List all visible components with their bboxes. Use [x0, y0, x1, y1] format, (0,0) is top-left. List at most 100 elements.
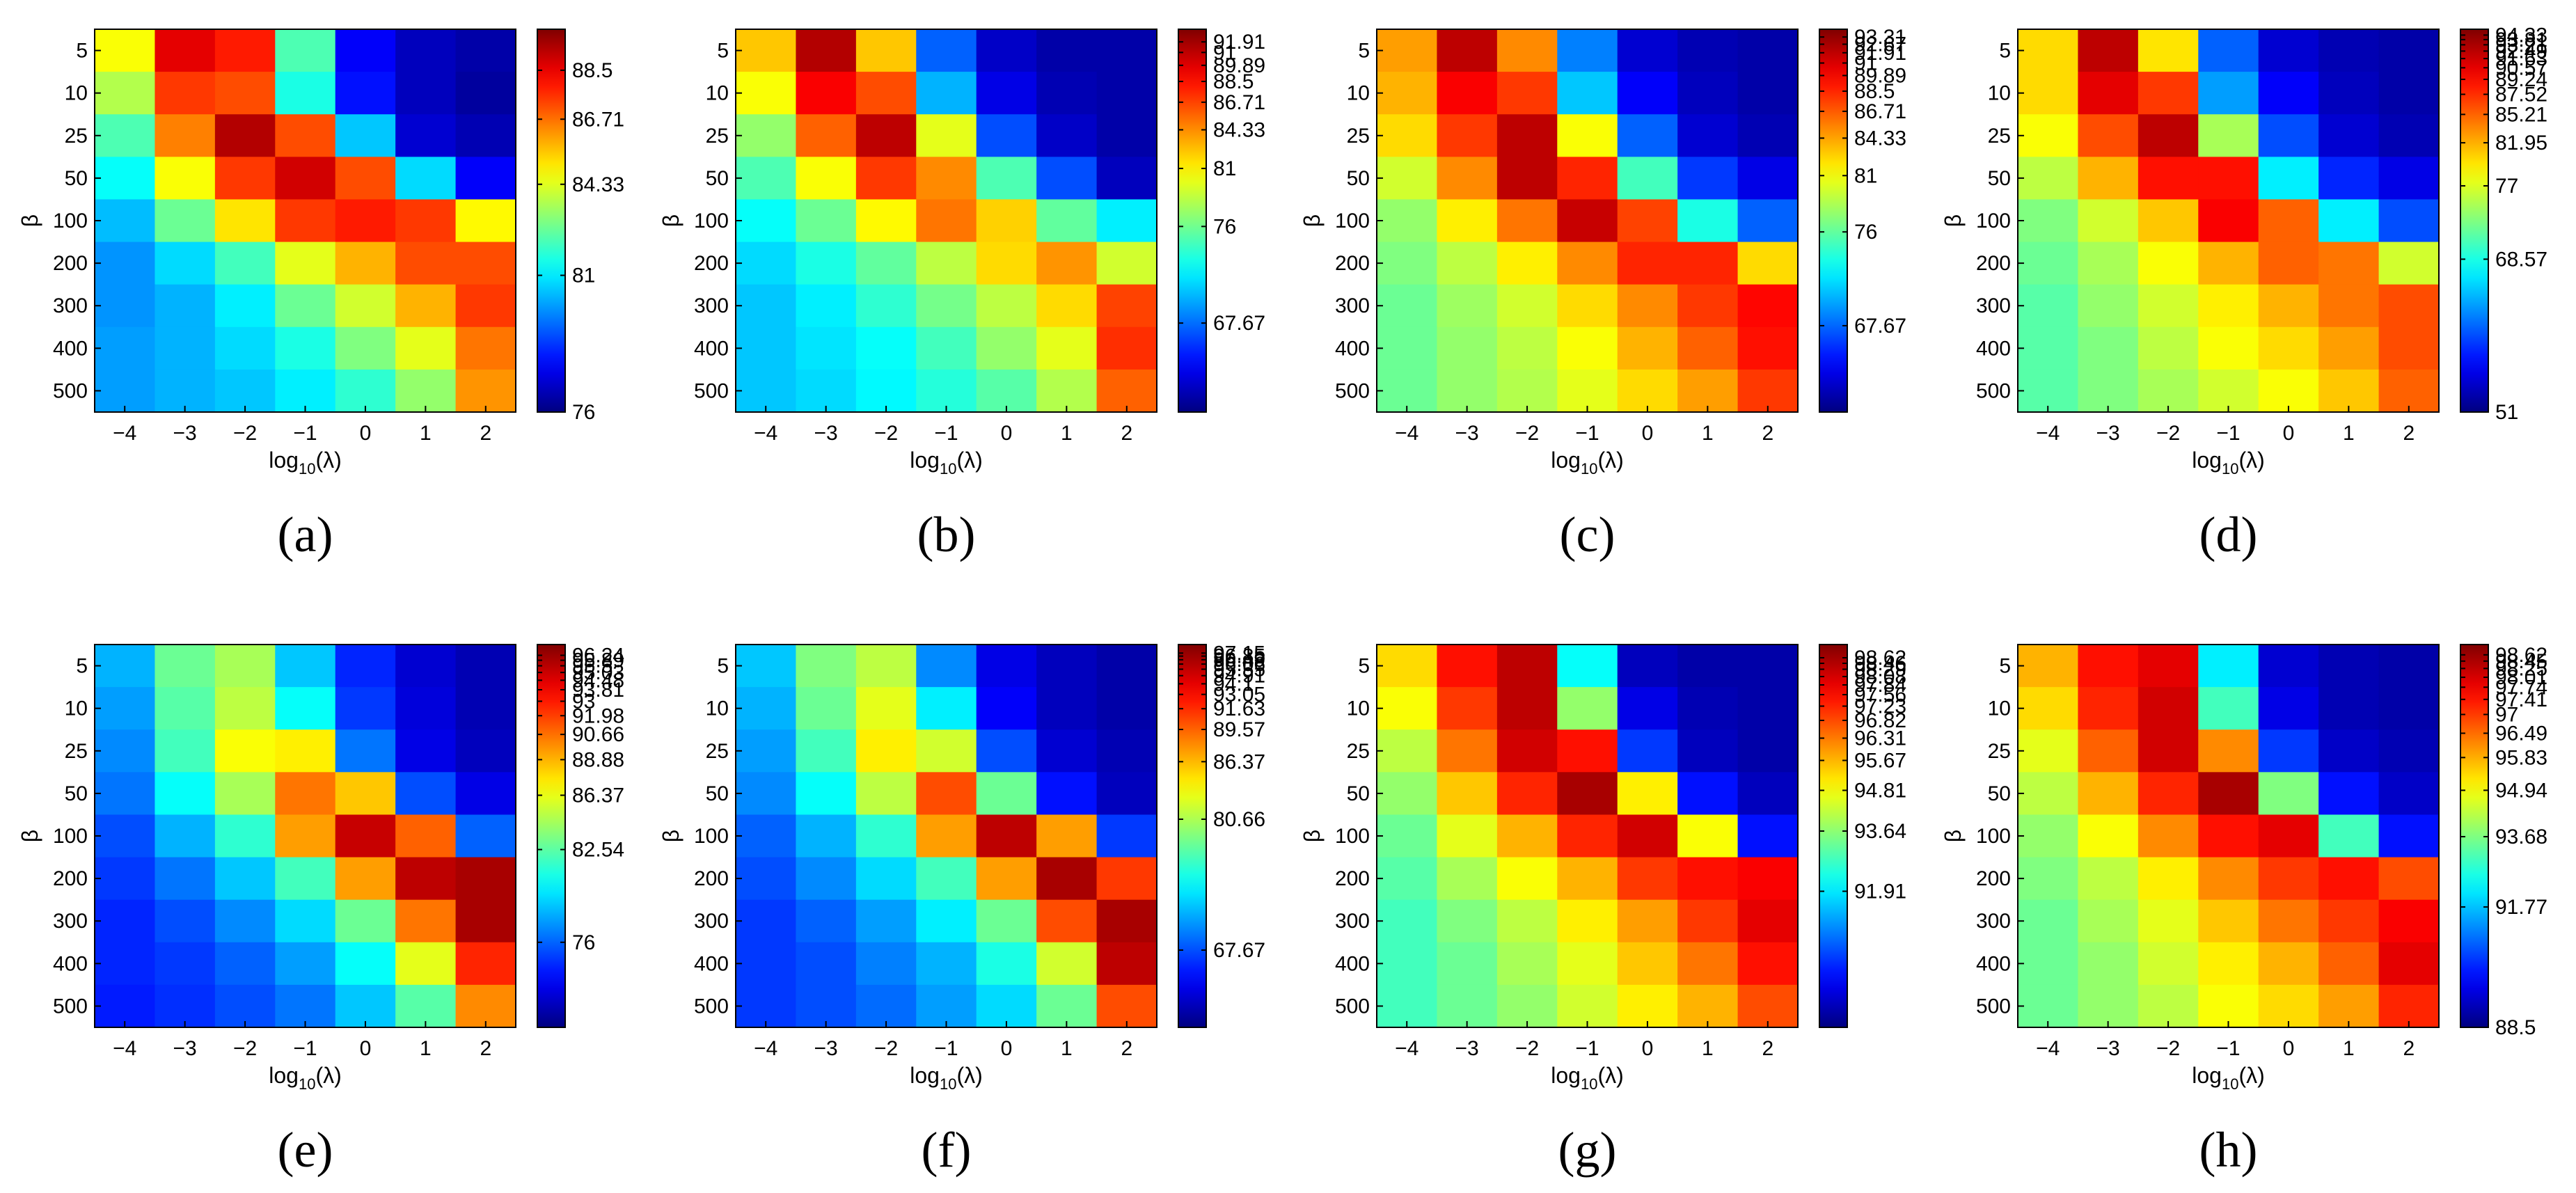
heatmap-cell: [2258, 29, 2319, 72]
heatmap-cell: [1496, 284, 1558, 328]
y-tick-label: 200: [694, 867, 729, 890]
heatmap-cell: [1096, 199, 1157, 243]
x-tick-label: −3: [1455, 422, 1479, 445]
colorbar-tick-label: 96.85: [1213, 645, 1265, 668]
heatmap-cell: [95, 814, 156, 858]
x-tick-label: −1: [934, 422, 958, 445]
heatmap-cell: [155, 157, 216, 200]
colorbar-tick-label: 82.54: [572, 839, 624, 862]
colorbar-tick-label: 98.29: [1854, 658, 1906, 681]
heatmap-cell: [976, 157, 1037, 200]
y-tick-label: 500: [53, 379, 88, 402]
colorbar-tick-label: 90.57: [2495, 56, 2547, 79]
heatmap-cell: [1036, 284, 1098, 328]
heatmap-cell: [2258, 687, 2319, 730]
heatmap-cell: [95, 984, 156, 1028]
colorbar-tick-label: 93.21: [2495, 33, 2547, 56]
heatmap-cell: [2378, 772, 2440, 816]
heatmap-cell: [1437, 72, 1498, 115]
x-tick-label: −4: [2036, 1037, 2060, 1060]
y-tick-label: 25: [65, 740, 88, 763]
heatmap-cell: [155, 199, 216, 243]
heatmap-cell: [155, 687, 216, 730]
colorbar-tick-label: 67.67: [1854, 315, 1906, 338]
heatmap-cell: [855, 729, 917, 773]
heatmap-cell: [1557, 284, 1618, 328]
heatmap-cell: [1617, 157, 1678, 200]
x-tick-label: −4: [113, 422, 136, 445]
y-tick-label: 25: [1988, 125, 2011, 148]
x-tick-label: −3: [1455, 1037, 1479, 1060]
y-tick-label: 500: [1335, 995, 1370, 1018]
heatmap-cell: [1377, 942, 1438, 986]
x-tick-label: −4: [1395, 1037, 1419, 1060]
heatmap-cell: [2018, 157, 2079, 200]
heatmap-cell: [275, 899, 336, 943]
heatmap-cell: [736, 72, 797, 115]
heatmap-cell: [275, 199, 336, 243]
heatmap-cell: [1036, 687, 1098, 730]
heatmap-cell: [736, 326, 797, 370]
colorbar-tick-label: 96.31: [1854, 727, 1906, 750]
heatmap-cell: [455, 29, 516, 72]
heatmap-cell: [2378, 857, 2440, 901]
heatmap-cell: [275, 369, 336, 413]
x-tick-label: −2: [1515, 1037, 1539, 1060]
heatmap-cell: [275, 157, 336, 200]
x-axis-label: log10(λ): [2192, 1063, 2265, 1093]
heatmap-cell: [335, 857, 396, 901]
y-tick-label: 500: [1335, 379, 1370, 402]
x-axis-label-argument: (λ): [315, 448, 341, 473]
heatmap-cell: [976, 242, 1037, 285]
y-tick-label: 10: [1988, 82, 2011, 105]
heatmap-cell: [736, 645, 797, 688]
heatmap-cell: [95, 157, 156, 200]
heatmap-cell: [916, 729, 977, 773]
heatmap-cell: [395, 242, 457, 285]
heatmap-cell: [1377, 199, 1438, 243]
heatmap-cell: [455, 729, 516, 773]
y-tick-label: 500: [694, 995, 729, 1018]
colorbar-tick-label: 91.77: [2495, 896, 2547, 919]
heatmap-cell: [855, 369, 917, 413]
x-tick-label: −2: [233, 422, 257, 445]
heatmap-cell: [214, 942, 276, 986]
heatmap-cell: [2198, 729, 2259, 773]
heatmap-cell: [455, 114, 516, 157]
heatmap-cell: [796, 687, 857, 730]
heatmap-cell: [2078, 326, 2139, 370]
heatmap-cell: [1557, 729, 1618, 773]
heatmap-cell: [155, 772, 216, 816]
heatmap-cell: [1496, 857, 1558, 901]
heatmap-cell: [2198, 899, 2259, 943]
heatmap-cell: [736, 199, 797, 243]
heatmap-cell: [455, 857, 516, 901]
heatmap-cell: [335, 326, 396, 370]
heatmap-cell: [2258, 284, 2319, 328]
heatmap-cell: [976, 284, 1037, 328]
heatmap-cell: [395, 369, 457, 413]
heatmap-cell: [2138, 772, 2199, 816]
colorbar-frame: [1178, 29, 1207, 413]
heatmap-cell: [275, 29, 336, 72]
heatmap-cell: [2318, 687, 2380, 730]
heatmap-cell: [455, 645, 516, 688]
heatmap-cell: [1737, 687, 1799, 730]
heatmap-cell: [2378, 242, 2440, 285]
heatmap-cell: [976, 687, 1037, 730]
heatmap-cell: [855, 814, 917, 858]
heatmap-cell: [2378, 199, 2440, 243]
heatmap-cell: [155, 326, 216, 370]
y-tick-label: 50: [1347, 782, 1370, 805]
heatmap-cell: [1557, 29, 1618, 72]
heatmap-cell: [455, 687, 516, 730]
y-tick-label: 300: [1335, 294, 1370, 317]
colorbar-tick-label: 98.25: [2495, 657, 2547, 680]
heatmap-cell: [1036, 645, 1098, 688]
y-tick-label: 400: [1976, 952, 2011, 975]
heatmap-cell: [2378, 984, 2440, 1028]
colorbar-tick-label: 93.68: [2495, 825, 2547, 848]
heatmap-panel: −4 −3 −2 −1 0 1 25102550100200300400500log10(λ…: [658, 642, 1265, 1178]
heatmap-cell: [1036, 369, 1098, 413]
heatmap-panel: −4 −3 −2 −1 0 1 25102550100200300400500log10(λ…: [1941, 24, 2547, 562]
